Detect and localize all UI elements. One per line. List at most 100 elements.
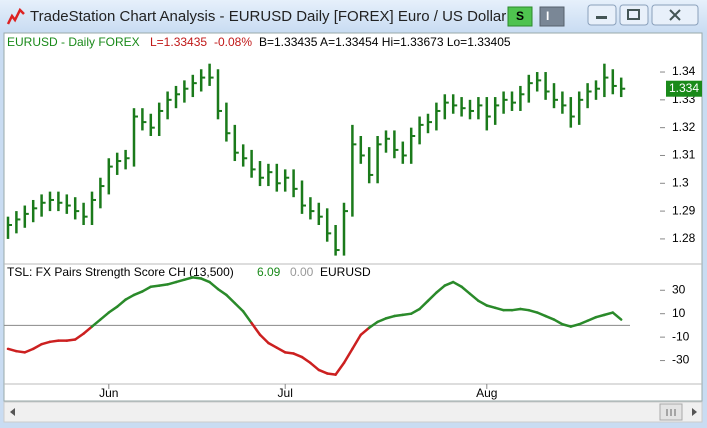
- y-tick-label: 10: [672, 306, 686, 320]
- indicator-line: [359, 326, 371, 337]
- indicator-line: [611, 311, 623, 321]
- indicator-line: [468, 292, 480, 303]
- indicator-line: [409, 307, 421, 315]
- y-tick-label: -30: [672, 353, 690, 367]
- indicator-line: [485, 304, 497, 310]
- indicator-line: [275, 346, 287, 354]
- indicator-line: [149, 284, 161, 288]
- indicator-line: [300, 355, 312, 365]
- indicator-line: [477, 299, 489, 307]
- y-tick-label: 30: [672, 282, 686, 296]
- price-header: EURUSD - Daily FOREX L=1.33435 -0.08% B=…: [7, 35, 511, 49]
- indicator-line: [216, 287, 228, 297]
- indicator-line: [15, 349, 27, 354]
- indicator-line: [351, 333, 363, 351]
- indicator-line: [317, 368, 329, 375]
- maximize-button[interactable]: [619, 4, 649, 26]
- indicator-line: [603, 311, 615, 317]
- indicator-line: [435, 284, 447, 294]
- close-button[interactable]: [651, 4, 699, 26]
- chart-area: [3, 32, 703, 402]
- s-button[interactable]: [507, 6, 533, 27]
- indicator-line: [6, 347, 18, 353]
- indicator-line: [115, 298, 127, 308]
- indicator-line: [99, 311, 111, 321]
- change: -0.08%: [214, 35, 252, 49]
- indicator-line: [535, 311, 547, 318]
- indicator-line: [90, 318, 102, 328]
- indicator-line: [401, 312, 413, 317]
- indicator-line: [460, 285, 472, 296]
- indicator-line: [199, 277, 211, 284]
- indicator-line: [384, 314, 396, 320]
- indicator-line: [451, 280, 463, 288]
- i-button[interactable]: [539, 6, 565, 27]
- app-icon: [6, 7, 25, 25]
- x-tick-label: Jul: [278, 386, 293, 400]
- y-tick-label: 1.3: [672, 175, 689, 189]
- indicator-line: [107, 305, 119, 314]
- indicator-line: [73, 332, 85, 341]
- last-price-box: [666, 80, 702, 97]
- y-tick-label: 1.31: [672, 148, 696, 162]
- x-tick-label: Aug: [476, 386, 497, 400]
- indicator-reading: 6.09: [257, 265, 281, 279]
- x-tick-label: Jun: [99, 386, 118, 400]
- indicator-line: [23, 347, 35, 354]
- indicator-line: [561, 322, 573, 328]
- indicator-line: [124, 293, 136, 301]
- indicator-line: [376, 317, 388, 324]
- indicator-line: [325, 372, 337, 376]
- symbol-label: EURUSD - Daily FOREX: [7, 35, 140, 49]
- indicator-header: TSL: FX Pairs Strength Score CH (13,500)…: [7, 265, 371, 279]
- indicator-line: [191, 276, 203, 280]
- quote: B=1.33435 A=1.33454 Hi=1.33673 Lo=1.3340…: [259, 35, 511, 49]
- indicator-line: [393, 313, 405, 318]
- indicator-line: [527, 308, 539, 314]
- indicator-line: [510, 307, 522, 312]
- indicator-line: [48, 339, 60, 344]
- y-tick-label: -10: [672, 329, 690, 343]
- indicator-line: [132, 290, 144, 297]
- indicator-line: [552, 318, 564, 326]
- indicator-symbol: EURUSD: [320, 265, 371, 279]
- indicator-line: [519, 307, 531, 312]
- indicator-line: [493, 306, 505, 312]
- indicator-line: [426, 291, 438, 303]
- indicator-line: [283, 351, 295, 355]
- indicator-line: [418, 299, 430, 311]
- indicator-line: [569, 322, 581, 328]
- scrollbar[interactable]: [3, 401, 703, 423]
- indicator-line: [141, 285, 153, 293]
- indicator-line: [586, 315, 598, 322]
- indicator-line: [250, 321, 262, 337]
- y-tick-label: 1.34: [672, 64, 696, 78]
- indicator-line: [292, 352, 304, 359]
- indicator-line: [577, 319, 589, 326]
- indicator-line: [309, 361, 321, 372]
- window-title: TradeStation Chart Analysis - EURUSD Dai…: [30, 8, 506, 25]
- indicator-line: [65, 338, 77, 342]
- indicator-line: [208, 280, 220, 291]
- indicator-line: [367, 320, 379, 330]
- y-tick-label: 1.28: [672, 231, 696, 245]
- indicator-line: [225, 293, 237, 305]
- indicator-line: [267, 341, 279, 349]
- indicator-line: [334, 361, 346, 376]
- indicator-line: [82, 325, 94, 335]
- indicator-line: [40, 340, 52, 346]
- indicator-line: [544, 314, 556, 321]
- last-price-marker: 1.334: [666, 80, 702, 97]
- indicator-line: [157, 283, 169, 287]
- indicator-line: [233, 301, 245, 313]
- indicator-reading: 0.00: [290, 265, 314, 279]
- minimize-button[interactable]: [587, 4, 617, 26]
- indicator-line: [31, 342, 43, 351]
- s-button-label: S: [516, 9, 524, 23]
- y-tick-label: 1.32: [672, 120, 696, 134]
- i-button-label: I: [546, 9, 549, 23]
- indicator-line: [183, 276, 195, 281]
- y-tick-label: 1.29: [672, 203, 696, 217]
- indicator-line: [594, 313, 606, 319]
